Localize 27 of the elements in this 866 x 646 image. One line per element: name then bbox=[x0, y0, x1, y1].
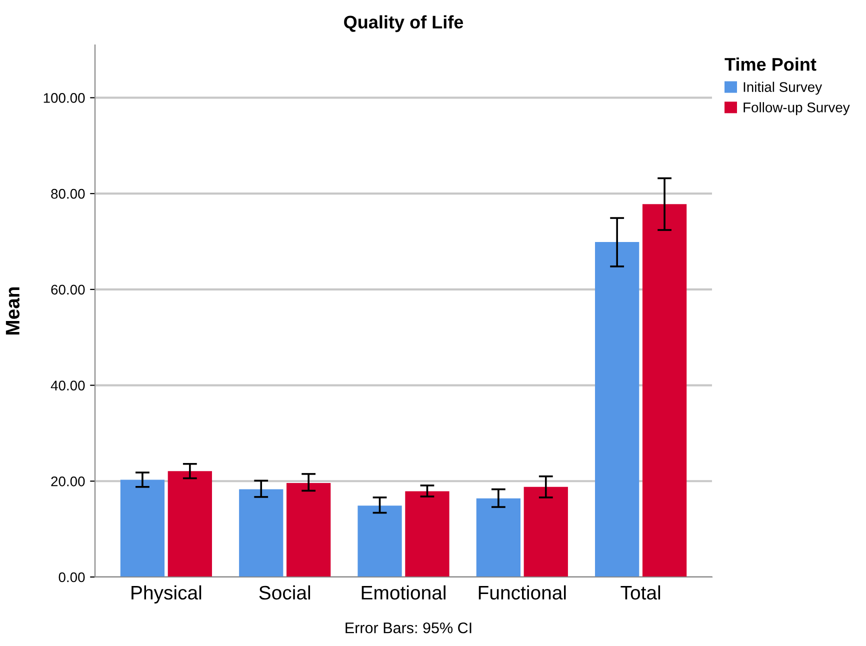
legend-label: Follow-up Survey bbox=[744, 102, 850, 116]
bar bbox=[642, 204, 687, 577]
x-tick-label: Functional bbox=[478, 585, 566, 600]
text: Error Bars: 95% CI bbox=[346, 622, 472, 634]
bar bbox=[595, 242, 640, 577]
y-tick-label: 60.00 bbox=[51, 284, 85, 295]
y-tick-label: 20.00 bbox=[51, 476, 85, 486]
bar bbox=[524, 486, 568, 577]
bar bbox=[286, 483, 331, 577]
chart-title: Quality of Life bbox=[344, 15, 464, 32]
bar bbox=[405, 491, 450, 577]
bar bbox=[168, 471, 212, 577]
y-tick-label: 0.00 bbox=[58, 572, 85, 582]
x-tick-label: Total bbox=[620, 585, 660, 600]
bar bbox=[120, 480, 165, 577]
bar bbox=[476, 498, 520, 577]
y-axis-title: Mean bbox=[6, 287, 20, 335]
x-tick-label: Social bbox=[259, 585, 310, 600]
y-tick-label: 100.00 bbox=[44, 93, 85, 103]
legend-label: Initial Survey bbox=[744, 82, 822, 95]
bar bbox=[239, 489, 284, 577]
legend-title: Time Point bbox=[724, 58, 816, 71]
x-tick-label: Emotional bbox=[362, 585, 446, 600]
x-tick-label: Physical bbox=[132, 585, 202, 604]
bar bbox=[358, 506, 402, 577]
y-tick-label: 80.00 bbox=[51, 188, 85, 199]
y-tick-label: 40.00 bbox=[50, 380, 85, 390]
